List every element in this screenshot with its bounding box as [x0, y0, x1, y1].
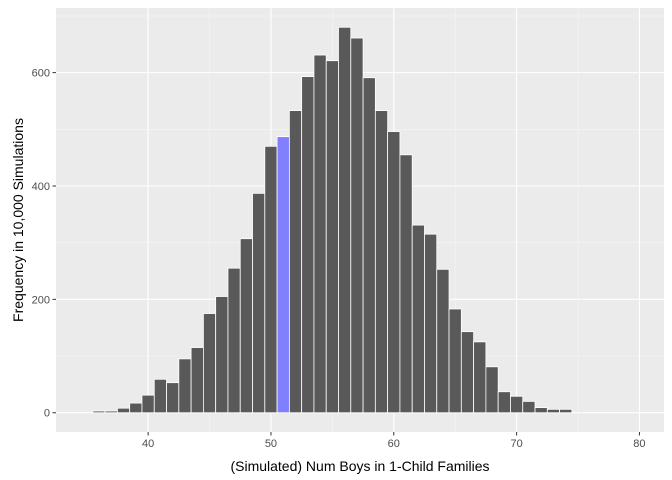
histogram-bars — [92, 26, 573, 414]
histogram-bar — [387, 131, 401, 414]
histogram-bar — [448, 308, 462, 414]
histogram-bar — [215, 296, 229, 414]
x-axis-title: (Simulated) Num Boys in 1-Child Families — [230, 458, 489, 474]
histogram-bar — [399, 154, 413, 414]
histogram-bar — [301, 76, 315, 414]
histogram-bar — [534, 407, 548, 414]
histogram-bar — [338, 26, 352, 414]
y-tick-label: 200 — [32, 294, 50, 306]
histogram-bar — [546, 408, 560, 414]
y-axis-title: Frequency in 10,000 Simulations — [10, 118, 26, 322]
histogram-bar — [325, 60, 339, 414]
histogram-bar-highlighted — [276, 136, 290, 414]
x-tick-label: 40 — [142, 438, 154, 450]
histogram-bar — [264, 145, 278, 414]
histogram-bar — [522, 400, 536, 414]
histogram-bar — [288, 110, 303, 414]
x-tick-label: 60 — [388, 438, 400, 450]
histogram-bar — [178, 358, 192, 414]
histogram-bar — [350, 37, 364, 414]
histogram-bar — [510, 395, 524, 414]
histogram-bar — [411, 224, 425, 414]
y-tick-label: 0 — [44, 408, 50, 420]
histogram-bar — [497, 391, 511, 414]
histogram-bar — [153, 378, 167, 414]
histogram-bar — [436, 268, 450, 414]
histogram-bar — [117, 407, 131, 414]
histogram-bar — [252, 192, 266, 414]
y-tick-label: 600 — [32, 68, 50, 80]
histogram-bar — [362, 77, 376, 414]
histogram-bar — [92, 410, 106, 414]
histogram-bar — [239, 238, 253, 414]
x-tick-label: 80 — [633, 438, 645, 450]
histogram-bar — [104, 410, 118, 414]
histogram-bar — [559, 408, 573, 414]
histogram-bar — [227, 267, 241, 414]
histogram-bar — [485, 366, 499, 414]
histogram-bar — [460, 331, 475, 414]
x-tick-label: 50 — [265, 438, 277, 450]
histogram-bar — [190, 347, 204, 414]
histogram-bar — [473, 341, 487, 414]
histogram-bar — [202, 313, 217, 414]
y-tick-label: 400 — [32, 181, 50, 193]
x-tick-label: 70 — [510, 438, 522, 450]
histogram-bar — [141, 394, 155, 414]
histogram-bar — [424, 233, 438, 414]
x-axis-ticks: 40 50 60 70 80 — [142, 432, 646, 450]
histogram-bar — [313, 54, 327, 414]
histogram-bar — [374, 110, 389, 414]
histogram-bar — [129, 402, 143, 414]
histogram-bar — [166, 382, 180, 414]
y-axis-ticks: 0 200 400 600 — [32, 68, 56, 420]
